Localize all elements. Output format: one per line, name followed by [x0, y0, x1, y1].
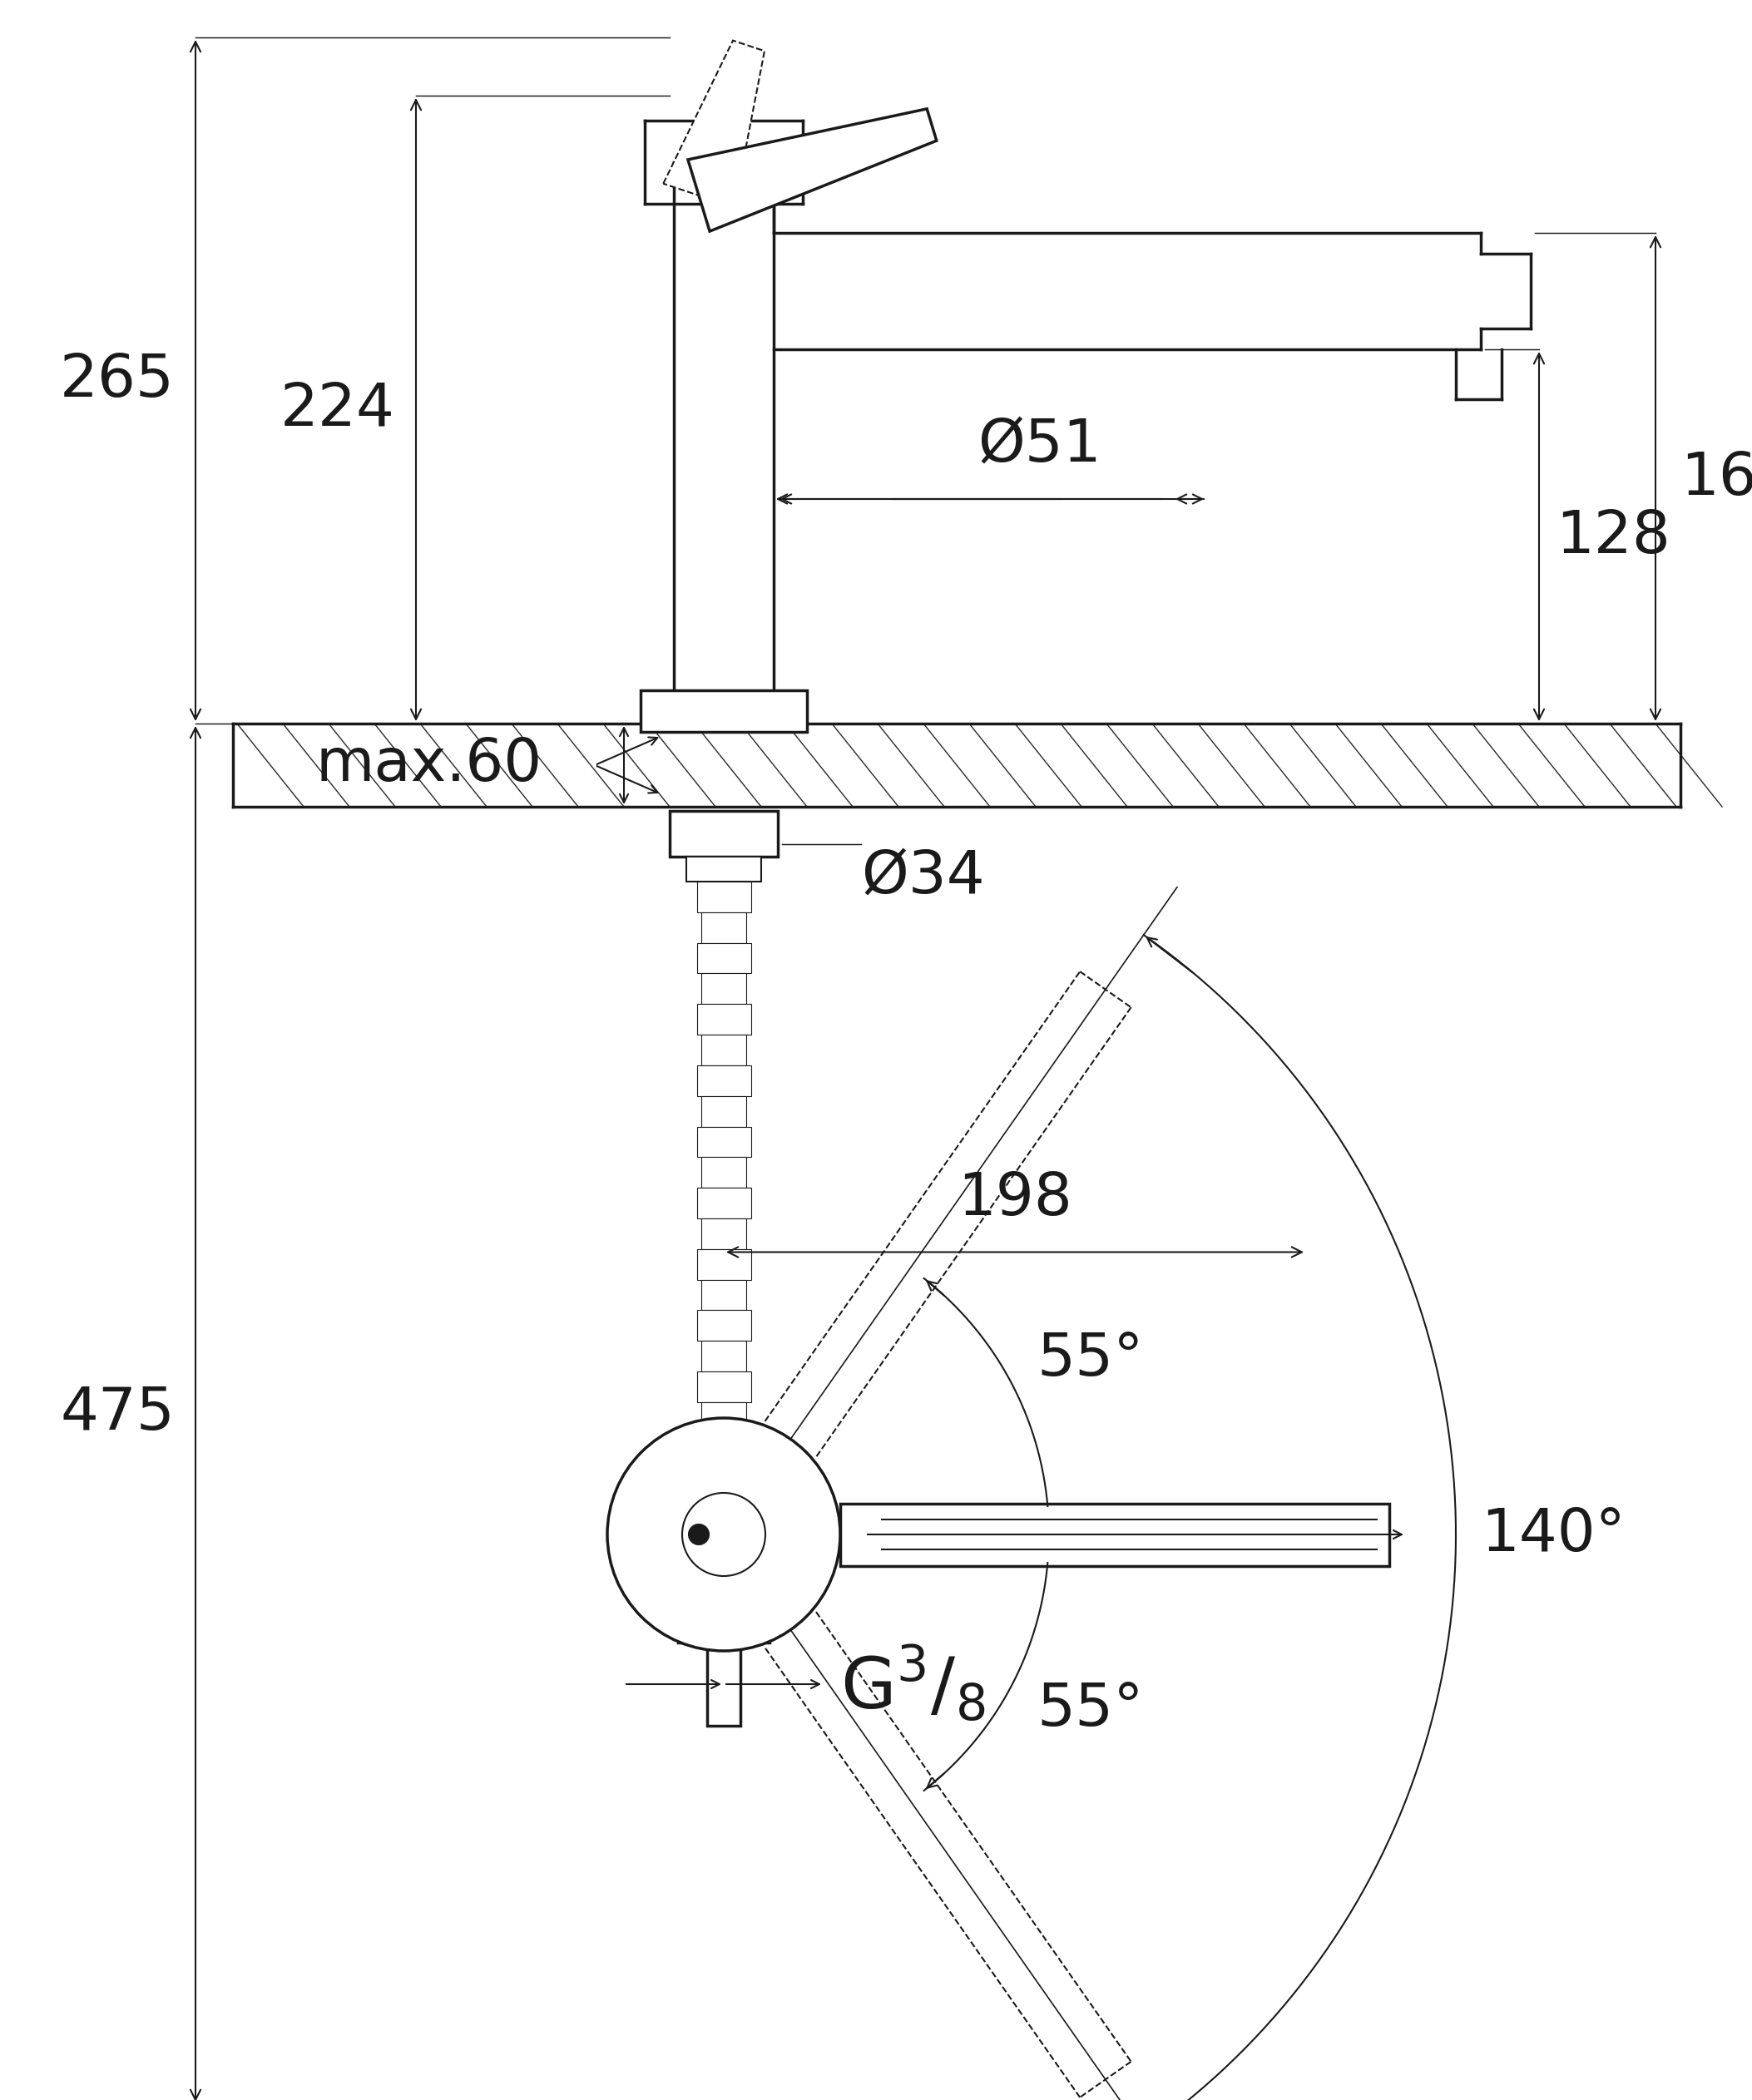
Bar — [701, 1218, 746, 1250]
Bar — [701, 1342, 746, 1371]
Bar — [697, 1432, 752, 1464]
Bar — [701, 911, 746, 943]
Bar — [697, 882, 752, 911]
Text: 128: 128 — [1556, 508, 1670, 565]
Text: 198: 198 — [958, 1170, 1072, 1226]
Bar — [701, 1403, 746, 1432]
Bar — [669, 811, 778, 857]
Bar — [697, 1371, 752, 1403]
Text: 265: 265 — [60, 353, 175, 410]
Bar — [678, 1621, 769, 1642]
Bar — [701, 1096, 746, 1126]
Circle shape — [689, 1525, 710, 1543]
Polygon shape — [664, 40, 764, 208]
Bar — [701, 1035, 746, 1065]
Text: max.60: max.60 — [315, 737, 543, 794]
Bar — [697, 943, 752, 974]
Text: Ø34: Ø34 — [860, 848, 985, 905]
Bar — [697, 1126, 752, 1157]
Text: 224: 224 — [280, 380, 396, 439]
Bar — [697, 1250, 752, 1279]
Bar — [641, 691, 808, 733]
Bar — [697, 1189, 752, 1218]
Bar — [701, 974, 746, 1004]
Text: 475: 475 — [60, 1386, 175, 1443]
Bar — [841, 1504, 1389, 1567]
Bar — [701, 1525, 746, 1556]
Text: 167: 167 — [1680, 449, 1752, 506]
Bar — [697, 1493, 752, 1525]
Circle shape — [608, 1418, 841, 1651]
Bar — [701, 1279, 746, 1310]
Polygon shape — [689, 109, 937, 231]
Bar — [687, 857, 760, 882]
Bar — [708, 1642, 741, 1726]
Bar — [701, 1157, 746, 1189]
Bar — [697, 1310, 752, 1342]
Text: Ø51: Ø51 — [978, 416, 1102, 475]
Circle shape — [682, 1493, 766, 1575]
Text: G$^{3}$/$_{8}$: G$^{3}$/$_{8}$ — [841, 1644, 985, 1724]
Text: 55°: 55° — [1037, 1331, 1144, 1388]
Bar — [697, 1004, 752, 1035]
Text: 55°: 55° — [1037, 1680, 1144, 1739]
Bar — [701, 1464, 746, 1493]
Bar — [697, 1065, 752, 1096]
Bar — [690, 1556, 757, 1621]
Text: 140°: 140° — [1480, 1506, 1626, 1562]
